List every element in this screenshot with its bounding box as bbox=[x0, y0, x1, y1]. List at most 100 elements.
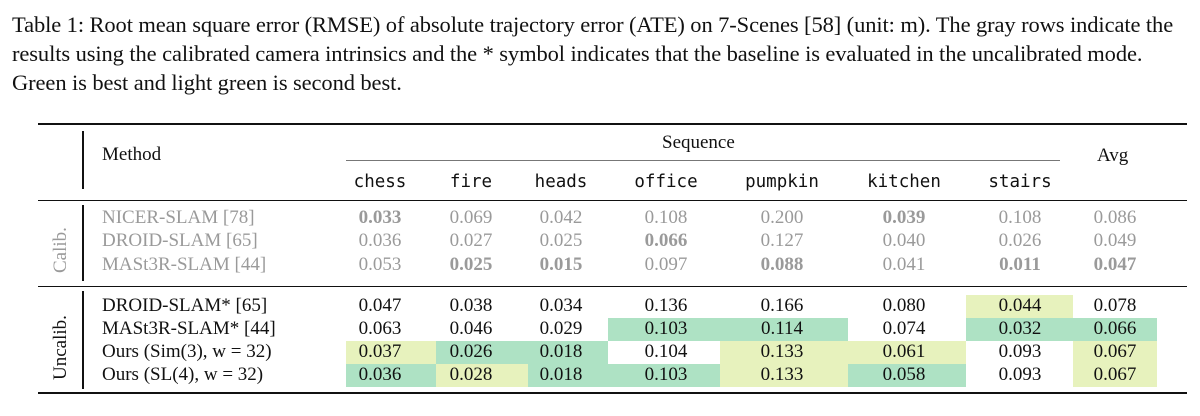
uncalib-vertical-bar bbox=[82, 291, 84, 389]
group-divider-rule bbox=[38, 286, 1187, 287]
table-cell-heads: 0.015 bbox=[539, 254, 583, 275]
method-header: Method bbox=[102, 144, 162, 165]
sequence-header: Sequence bbox=[662, 132, 735, 153]
table-cell-pumpkin: 0.114 bbox=[760, 318, 804, 339]
table-cell-chess: 0.053 bbox=[358, 254, 402, 275]
table-cell-pumpkin: 0.200 bbox=[760, 207, 804, 228]
table-cell-kitchen: 0.058 bbox=[882, 364, 926, 385]
cell-highlight-best bbox=[346, 364, 436, 387]
table-cell-pumpkin: 0.088 bbox=[760, 254, 804, 275]
cell-highlight-best bbox=[528, 341, 608, 364]
table-cell-stairs: 0.044 bbox=[998, 295, 1042, 316]
calib-vertical-bar bbox=[82, 205, 84, 281]
table-cell-avg: 0.078 bbox=[1093, 295, 1137, 316]
header-vertical-bar bbox=[82, 131, 84, 189]
table-cell-avg: 0.086 bbox=[1093, 207, 1137, 228]
column-header-office: office bbox=[634, 172, 698, 192]
table-cell-heads: 0.029 bbox=[539, 318, 583, 339]
method-name: Ours (SL(4), w = 32) bbox=[102, 364, 264, 385]
cell-highlight-second bbox=[720, 364, 848, 387]
table-cell-avg: 0.049 bbox=[1093, 230, 1137, 251]
table-cell-heads: 0.018 bbox=[539, 341, 583, 362]
avg-header: Avg bbox=[1097, 145, 1129, 166]
method-name: DROID-SLAM [65] bbox=[102, 230, 258, 251]
table-cell-chess: 0.047 bbox=[358, 295, 402, 316]
table-cell-office: 0.136 bbox=[644, 295, 688, 316]
table-cell-fire: 0.028 bbox=[449, 364, 493, 385]
table-cell-pumpkin: 0.127 bbox=[760, 230, 804, 251]
column-header-heads: heads bbox=[534, 172, 588, 192]
table-cell-office: 0.097 bbox=[644, 254, 688, 275]
table-cell-heads: 0.042 bbox=[539, 207, 583, 228]
cell-highlight-best bbox=[966, 318, 1073, 341]
table-cell-avg: 0.067 bbox=[1093, 341, 1137, 362]
table-cell-chess: 0.036 bbox=[358, 364, 402, 385]
cell-highlight-second bbox=[1073, 364, 1157, 387]
sequence-underline bbox=[346, 160, 1060, 161]
cell-highlight-best bbox=[528, 364, 608, 387]
column-header-fire: fire bbox=[449, 172, 493, 192]
table-cell-office: 0.103 bbox=[644, 364, 688, 385]
table-cell-chess: 0.037 bbox=[358, 341, 402, 362]
table-cell-chess: 0.063 bbox=[358, 318, 402, 339]
table-cell-kitchen: 0.039 bbox=[882, 207, 926, 228]
column-header-stairs: stairs bbox=[988, 172, 1052, 192]
table-cell-chess: 0.033 bbox=[358, 207, 402, 228]
table-cell-fire: 0.026 bbox=[449, 341, 493, 362]
method-name: DROID-SLAM* [65] bbox=[102, 295, 268, 316]
table-cell-office: 0.108 bbox=[644, 207, 688, 228]
cell-highlight-best bbox=[436, 341, 528, 364]
cell-highlight-second bbox=[848, 341, 966, 364]
table-cell-fire: 0.046 bbox=[449, 318, 493, 339]
cell-highlight-best bbox=[608, 318, 720, 341]
table-cell-heads: 0.018 bbox=[539, 364, 583, 385]
table-cell-office: 0.066 bbox=[644, 230, 688, 251]
method-name: Ours (Sim(3), w = 32) bbox=[102, 341, 272, 362]
column-header-pumpkin: pumpkin bbox=[745, 172, 819, 192]
table-cell-pumpkin: 0.133 bbox=[760, 341, 804, 362]
header-bottom-rule bbox=[38, 200, 1187, 201]
table-cell-office: 0.103 bbox=[644, 318, 688, 339]
table-cell-avg: 0.047 bbox=[1093, 254, 1137, 275]
uncalib-group-label: Uncalib. bbox=[50, 315, 71, 380]
cell-highlight-second bbox=[346, 341, 436, 364]
cell-highlight-second bbox=[720, 341, 848, 364]
cell-highlight-best bbox=[720, 318, 848, 341]
cell-highlight-best bbox=[608, 364, 720, 387]
table-cell-heads: 0.025 bbox=[539, 230, 583, 251]
table-cell-pumpkin: 0.133 bbox=[760, 364, 804, 385]
table-cell-stairs: 0.108 bbox=[998, 207, 1042, 228]
table-cell-avg: 0.066 bbox=[1093, 318, 1137, 339]
table-cell-kitchen: 0.040 bbox=[882, 230, 926, 251]
table-cell-stairs: 0.032 bbox=[998, 318, 1042, 339]
table-cell-avg: 0.067 bbox=[1093, 364, 1137, 385]
table-cell-stairs: 0.026 bbox=[998, 230, 1042, 251]
bottom-rule bbox=[38, 392, 1187, 394]
table-cell-stairs: 0.093 bbox=[998, 364, 1042, 385]
table-cell-heads: 0.034 bbox=[539, 295, 583, 316]
column-header-chess: chess bbox=[353, 172, 407, 192]
table-caption: Table 1: Root mean square error (RMSE) o… bbox=[12, 12, 1174, 95]
cell-highlight-second bbox=[436, 364, 528, 387]
table-cell-kitchen: 0.074 bbox=[882, 318, 926, 339]
cell-highlight-best bbox=[1073, 318, 1157, 341]
table-cell-fire: 0.069 bbox=[449, 207, 493, 228]
table-cell-fire: 0.027 bbox=[449, 230, 493, 251]
cell-highlight-best bbox=[848, 364, 966, 387]
cell-highlight-second bbox=[966, 295, 1073, 318]
table-cell-stairs: 0.011 bbox=[999, 254, 1041, 275]
table-cell-chess: 0.036 bbox=[358, 230, 402, 251]
table-cell-kitchen: 0.061 bbox=[882, 341, 926, 362]
calib-group-label: Calib. bbox=[50, 227, 71, 273]
method-name: NICER-SLAM [78] bbox=[102, 207, 255, 228]
cell-highlight-second bbox=[1073, 341, 1157, 364]
table-cell-fire: 0.025 bbox=[449, 254, 493, 275]
table-cell-stairs: 0.093 bbox=[998, 341, 1042, 362]
method-name: MASt3R-SLAM* [44] bbox=[102, 318, 276, 339]
top-rule bbox=[38, 123, 1187, 125]
table-cell-kitchen: 0.041 bbox=[882, 254, 926, 275]
table-cell-office: 0.104 bbox=[644, 341, 688, 362]
table-cell-kitchen: 0.080 bbox=[882, 295, 926, 316]
column-header-kitchen: kitchen bbox=[867, 172, 941, 192]
table-cell-pumpkin: 0.166 bbox=[760, 295, 804, 316]
